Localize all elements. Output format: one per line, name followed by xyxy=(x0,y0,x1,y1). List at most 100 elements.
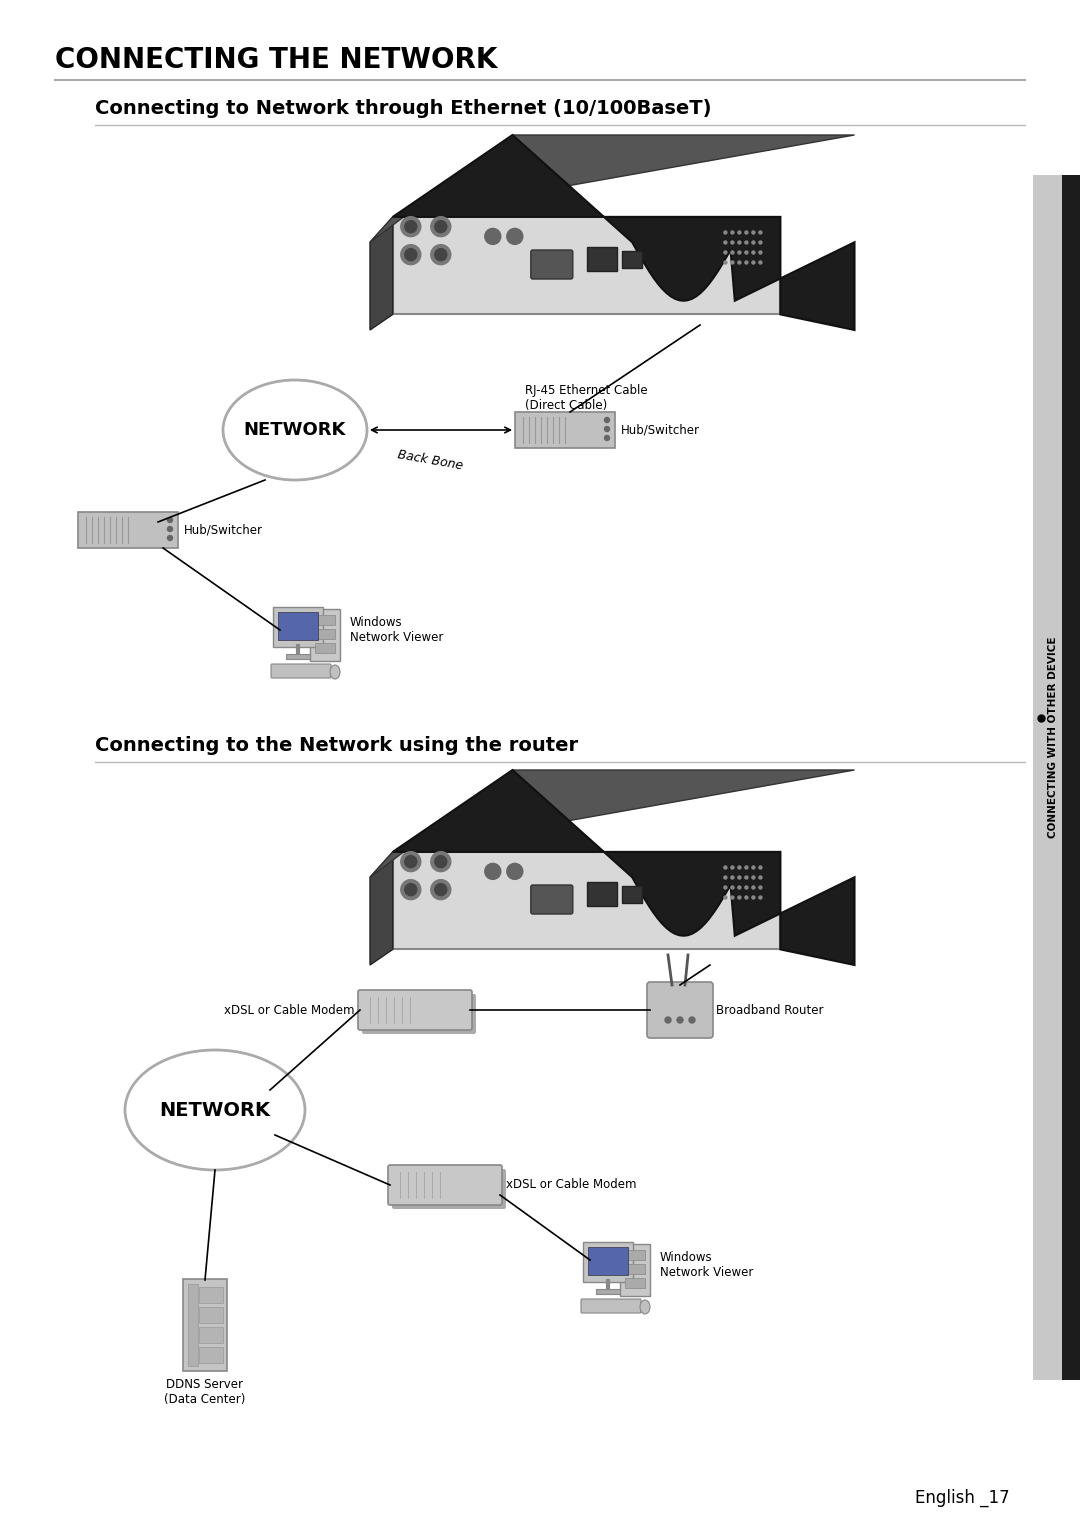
Circle shape xyxy=(431,852,450,872)
FancyBboxPatch shape xyxy=(357,990,472,1030)
Circle shape xyxy=(724,866,727,869)
Ellipse shape xyxy=(330,666,340,679)
Circle shape xyxy=(759,886,761,889)
Ellipse shape xyxy=(222,379,367,480)
Circle shape xyxy=(738,897,741,900)
Polygon shape xyxy=(393,770,854,965)
Circle shape xyxy=(401,245,421,265)
Circle shape xyxy=(724,877,727,880)
Circle shape xyxy=(731,251,734,254)
FancyBboxPatch shape xyxy=(588,1247,627,1274)
Circle shape xyxy=(405,884,417,895)
FancyBboxPatch shape xyxy=(199,1287,222,1304)
FancyBboxPatch shape xyxy=(315,643,335,653)
Circle shape xyxy=(665,1017,671,1024)
Circle shape xyxy=(431,245,450,265)
Circle shape xyxy=(724,262,727,265)
Text: Connecting to Network through Ethernet (10/100BaseT): Connecting to Network through Ethernet (… xyxy=(95,98,712,118)
Text: NETWORK: NETWORK xyxy=(244,421,347,439)
FancyBboxPatch shape xyxy=(286,653,310,659)
Circle shape xyxy=(731,231,734,234)
Circle shape xyxy=(485,863,501,880)
Circle shape xyxy=(752,262,755,265)
Circle shape xyxy=(745,877,747,880)
Circle shape xyxy=(731,877,734,880)
Circle shape xyxy=(605,418,609,422)
Circle shape xyxy=(738,251,741,254)
FancyBboxPatch shape xyxy=(1062,174,1080,1380)
Circle shape xyxy=(759,866,761,869)
Circle shape xyxy=(405,855,417,868)
Circle shape xyxy=(405,220,417,233)
Circle shape xyxy=(689,1017,696,1024)
Circle shape xyxy=(431,880,450,900)
FancyBboxPatch shape xyxy=(199,1346,222,1363)
Circle shape xyxy=(752,877,755,880)
Circle shape xyxy=(752,897,755,900)
Text: English _17: English _17 xyxy=(916,1489,1010,1507)
FancyBboxPatch shape xyxy=(596,1288,620,1294)
Circle shape xyxy=(738,886,741,889)
Text: Back Bone: Back Bone xyxy=(396,448,463,473)
FancyBboxPatch shape xyxy=(530,884,572,913)
Circle shape xyxy=(745,262,747,265)
Polygon shape xyxy=(370,135,854,242)
FancyBboxPatch shape xyxy=(625,1264,645,1274)
Polygon shape xyxy=(370,770,854,877)
Circle shape xyxy=(759,897,761,900)
FancyBboxPatch shape xyxy=(620,1244,650,1296)
Circle shape xyxy=(731,866,734,869)
Polygon shape xyxy=(370,217,393,330)
Circle shape xyxy=(401,852,421,872)
FancyBboxPatch shape xyxy=(310,609,340,661)
Circle shape xyxy=(752,251,755,254)
Circle shape xyxy=(605,427,609,431)
Circle shape xyxy=(738,877,741,880)
FancyBboxPatch shape xyxy=(1032,174,1062,1380)
Circle shape xyxy=(738,231,741,234)
Ellipse shape xyxy=(125,1050,305,1170)
Circle shape xyxy=(745,897,747,900)
Circle shape xyxy=(731,242,734,243)
Text: CONNECTING THE NETWORK: CONNECTING THE NETWORK xyxy=(55,46,498,73)
Circle shape xyxy=(752,231,755,234)
FancyBboxPatch shape xyxy=(315,615,335,624)
FancyBboxPatch shape xyxy=(183,1279,227,1371)
FancyBboxPatch shape xyxy=(586,883,617,906)
FancyBboxPatch shape xyxy=(273,607,323,647)
Circle shape xyxy=(167,526,173,531)
FancyBboxPatch shape xyxy=(199,1307,222,1323)
Circle shape xyxy=(435,884,447,895)
Circle shape xyxy=(745,242,747,243)
Circle shape xyxy=(759,242,761,243)
Circle shape xyxy=(731,897,734,900)
FancyBboxPatch shape xyxy=(271,664,330,678)
FancyBboxPatch shape xyxy=(530,249,572,278)
Ellipse shape xyxy=(640,1300,650,1314)
Circle shape xyxy=(731,886,734,889)
FancyBboxPatch shape xyxy=(625,1278,645,1288)
Circle shape xyxy=(752,242,755,243)
Circle shape xyxy=(724,886,727,889)
FancyBboxPatch shape xyxy=(647,982,713,1037)
Circle shape xyxy=(738,866,741,869)
Text: Hub/Switcher: Hub/Switcher xyxy=(621,424,700,436)
Text: Connecting to the Network using the router: Connecting to the Network using the rout… xyxy=(95,736,578,754)
Polygon shape xyxy=(370,852,393,965)
Circle shape xyxy=(759,262,761,265)
Circle shape xyxy=(745,866,747,869)
FancyBboxPatch shape xyxy=(315,629,335,640)
FancyBboxPatch shape xyxy=(586,248,617,271)
Text: Windows
Network Viewer: Windows Network Viewer xyxy=(660,1252,754,1279)
FancyBboxPatch shape xyxy=(199,1327,222,1343)
Polygon shape xyxy=(393,135,854,330)
Circle shape xyxy=(724,231,727,234)
FancyBboxPatch shape xyxy=(625,1250,645,1261)
Circle shape xyxy=(745,231,747,234)
Text: CONNECTING WITH OTHER DEVICE: CONNECTING WITH OTHER DEVICE xyxy=(1048,636,1058,838)
FancyBboxPatch shape xyxy=(583,1242,633,1282)
Circle shape xyxy=(405,249,417,260)
FancyBboxPatch shape xyxy=(388,1164,502,1206)
Circle shape xyxy=(724,897,727,900)
Circle shape xyxy=(435,249,447,260)
